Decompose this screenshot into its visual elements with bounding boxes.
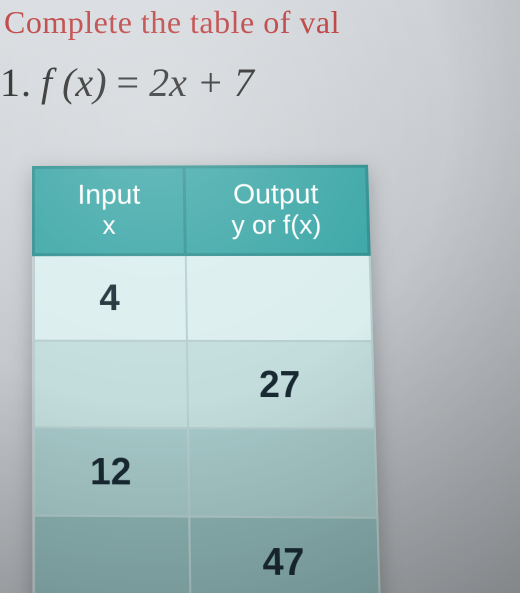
cell-output: 27 xyxy=(186,340,374,428)
table-row: 27 xyxy=(34,340,375,428)
problem-statement: 1. f (x) = 2x + 7 xyxy=(0,59,520,146)
table-row: 12 xyxy=(34,427,377,517)
cell-output: 47 xyxy=(189,516,380,593)
header-input-line1: Input xyxy=(77,179,140,210)
header-output: Output y or f(x) xyxy=(184,166,369,254)
function-rhs: 2x + 7 xyxy=(149,60,254,105)
header-input: Input x xyxy=(33,167,185,255)
cell-input: 4 xyxy=(34,255,187,341)
cell-input xyxy=(34,340,188,427)
values-table: Input x Output y or f(x) 4 27 12 xyxy=(32,165,381,593)
header-input-line2: x xyxy=(49,211,169,241)
header-output-line1: Output xyxy=(233,178,319,209)
table-row: 47 xyxy=(34,515,380,593)
function-lhs: f (x) xyxy=(41,60,107,105)
cell-output xyxy=(188,428,377,518)
equals-sign: = xyxy=(107,60,150,105)
table-header-row: Input x Output y or f(x) xyxy=(33,166,369,254)
worksheet-page: Complete the table of val 1. f (x) = 2x … xyxy=(0,0,520,592)
cell-output xyxy=(185,254,371,340)
instruction-text: Complete the table of val xyxy=(0,0,520,59)
cell-input: 12 xyxy=(34,427,189,516)
problem-dot: . xyxy=(21,60,31,105)
cell-input xyxy=(34,515,190,593)
header-output-line2: y or f(x) xyxy=(200,210,352,241)
table-row: 4 xyxy=(34,254,372,340)
problem-number: 1 xyxy=(0,60,21,105)
